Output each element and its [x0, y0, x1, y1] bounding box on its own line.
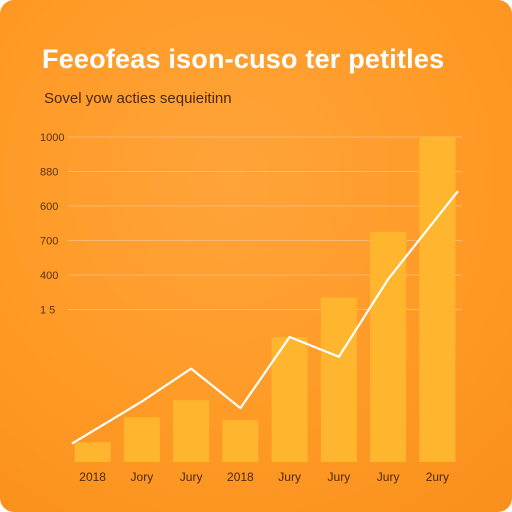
x-tick-label: Jory [131, 470, 154, 484]
x-tick-label: Jury [328, 470, 351, 484]
bar [271, 337, 308, 462]
y-tick-label: 1000 [40, 132, 64, 144]
y-tick-label: 1 5 [40, 305, 55, 317]
x-tick-label: 2ury [426, 470, 449, 484]
bar [370, 231, 407, 462]
y-tick-label: 880 [40, 167, 58, 179]
bar [173, 400, 210, 462]
bar [222, 419, 259, 462]
bar [74, 442, 111, 462]
y-axis-ticks: 1000 880 600 700 400 1 5 [40, 132, 64, 317]
x-tick-label: Jury [278, 470, 301, 484]
y-tick-label: 600 [40, 201, 58, 213]
x-tick-label: 2018 [79, 470, 106, 484]
chart-title: Feeofeas ison-cuso ter petitles [42, 44, 445, 74]
y-tick-label: 700 [40, 236, 58, 248]
bar [320, 297, 357, 462]
bar [123, 417, 160, 462]
x-tick-label: 2018 [227, 470, 254, 484]
y-tick-label: 400 [40, 270, 58, 282]
bar [419, 137, 456, 462]
x-axis-ticks: 2018 Jory Jury 2018 Jury Jury Jury 2ury [79, 470, 449, 484]
chart-subtitle: Sovel yow acties sequieitinn [44, 90, 232, 107]
x-tick-label: Jury [180, 470, 203, 484]
line-layer [71, 190, 459, 445]
bar-layer [74, 137, 456, 462]
x-tick-label: Jury [377, 470, 400, 484]
trend-line [71, 190, 459, 445]
